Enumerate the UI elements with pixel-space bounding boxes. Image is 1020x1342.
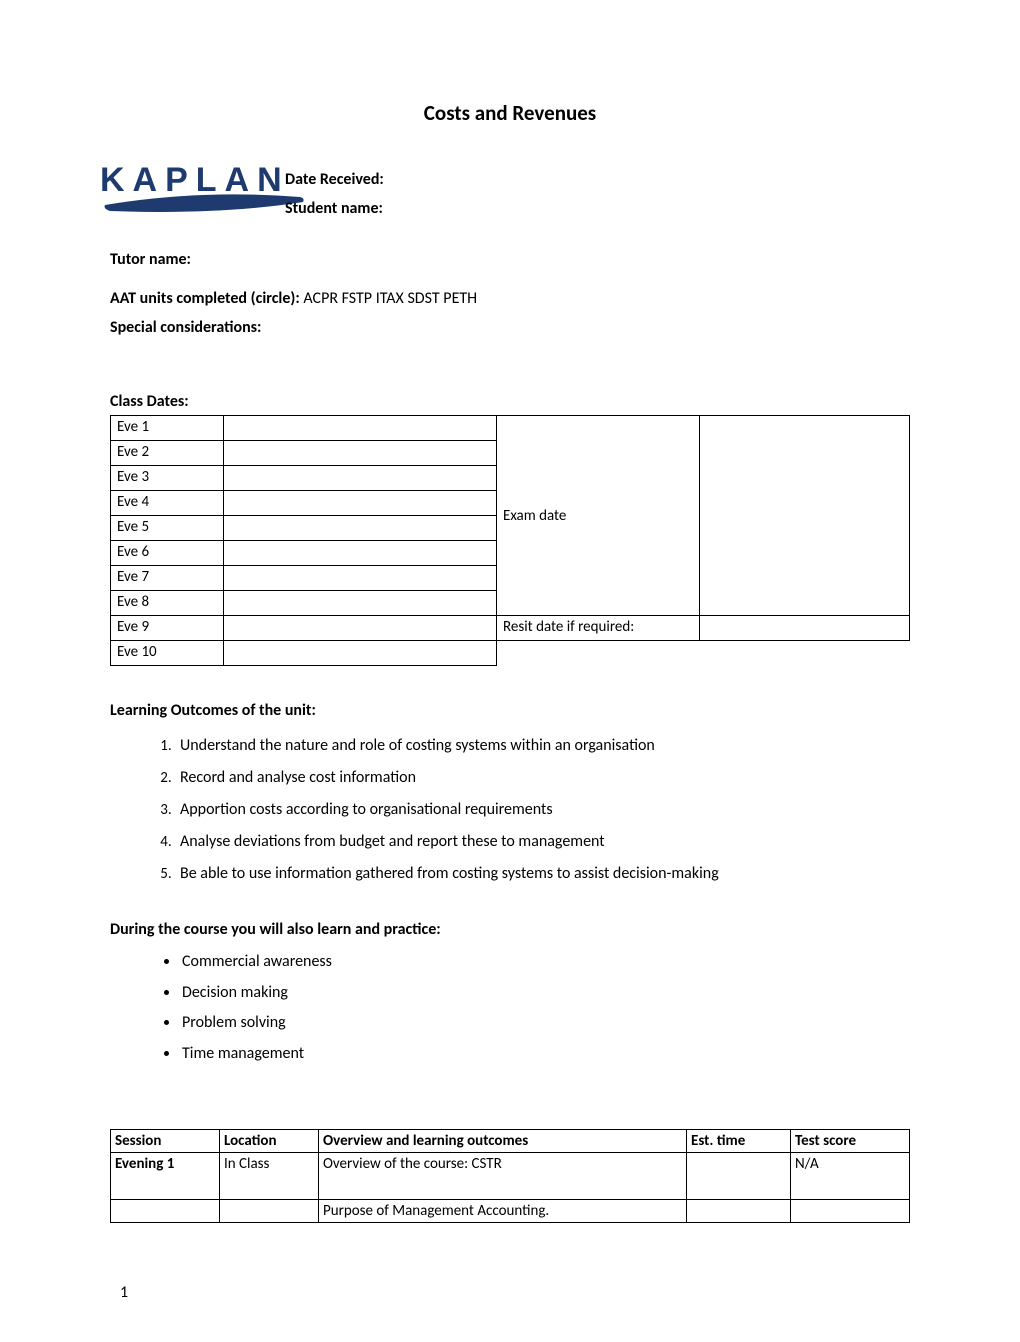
table-row: Eve 1 Exam date [111,416,910,441]
overview-cell: Overview of the course: CSTR [319,1152,687,1199]
during-course-list: Commercial awareness Decision making Pro… [110,947,910,1069]
header-session: Session [111,1129,220,1152]
blank-cell [224,591,497,616]
page-container: Costs and Revenues KAPLAN Date Received:… [0,0,1020,1342]
blank-cell [224,416,497,441]
learning-outcomes-list: Understand the nature and role of costin… [110,730,910,890]
blank-cell [224,641,497,666]
blank-cell [224,441,497,466]
empty-cell [497,641,700,666]
list-item: Apportion costs according to organisatio… [175,794,910,826]
session-table: Session Location Overview and learning o… [110,1129,910,1223]
list-item: Record and analyse cost information [175,762,910,794]
eve-cell: Eve 3 [111,466,224,491]
list-item: Decision making [180,978,910,1008]
eve-cell: Eve 1 [111,416,224,441]
eve-cell: Eve 7 [111,566,224,591]
blank-cell [224,516,497,541]
test-score-cell [791,1199,910,1222]
exam-date-blank [700,416,910,616]
est-time-cell [687,1152,791,1199]
header-test-score: Test score [791,1129,910,1152]
list-item: Understand the nature and role of costin… [175,730,910,762]
overview-cell: Purpose of Management Accounting. [319,1199,687,1222]
blank-cell [224,466,497,491]
location-cell [220,1199,319,1222]
aat-units-line: AAT units completed (circle): ACPR FSTP … [110,285,910,314]
tutor-name-label: Tutor name: [110,246,910,275]
overlap-fields: Date Received: Student name: [285,166,384,224]
list-item: Time management [180,1039,910,1069]
header-est-time: Est. time [687,1129,791,1152]
header-location: Location [220,1129,319,1152]
eve-cell: Eve 8 [111,591,224,616]
session-cell [111,1199,220,1222]
page-title: Costs and Revenues [110,100,910,126]
table-row: Eve 10 [111,641,910,666]
table-row: Evening 1 In Class Overview of the cours… [111,1152,910,1199]
table-row: Purpose of Management Accounting. [111,1199,910,1222]
eve-cell: Eve 6 [111,541,224,566]
table-row: Eve 9 Resit date if required: [111,616,910,641]
header-overview: Overview and learning outcomes [319,1129,687,1152]
session-cell: Evening 1 [111,1152,220,1199]
eve-cell: Eve 5 [111,516,224,541]
page-number: 1 [120,1283,910,1302]
location-cell: In Class [220,1152,319,1199]
table-header-row: Session Location Overview and learning o… [111,1129,910,1152]
student-name-label: Student name: [285,195,384,224]
kaplan-logo: KAPLAN [100,161,290,200]
class-dates-table: Eve 1 Exam date Eve 2 Eve 3 Eve 4 Eve 5 … [110,415,910,666]
blank-cell [224,566,497,591]
learning-outcomes-label: Learning Outcomes of the unit: [110,701,910,720]
during-course-label: During the course you will also learn an… [110,920,910,939]
list-item: Be able to use information gathered from… [175,858,910,890]
special-considerations-label: Special considerations: [110,314,910,343]
est-time-cell [687,1199,791,1222]
class-dates-label: Class Dates: [110,392,910,411]
resit-date-blank [700,616,910,641]
logo-section: KAPLAN Date Received: Student name: [110,166,910,236]
eve-cell: Eve 10 [111,641,224,666]
resit-date-cell: Resit date if required: [497,616,700,641]
list-item: Commercial awareness [180,947,910,977]
blank-cell [224,491,497,516]
eve-cell: Eve 9 [111,616,224,641]
aat-label: AAT units completed (circle): [110,289,300,308]
exam-date-cell: Exam date [497,416,700,616]
aat-options: ACPR FSTP ITAX SDST PETH [300,289,477,308]
eve-cell: Eve 4 [111,491,224,516]
empty-cell [700,641,910,666]
list-item: Analyse deviations from budget and repor… [175,826,910,858]
date-received-label: Date Received: [285,166,384,195]
test-score-cell: N/A [791,1152,910,1199]
blank-cell [224,541,497,566]
eve-cell: Eve 2 [111,441,224,466]
list-item: Problem solving [180,1008,910,1038]
blank-cell [224,616,497,641]
